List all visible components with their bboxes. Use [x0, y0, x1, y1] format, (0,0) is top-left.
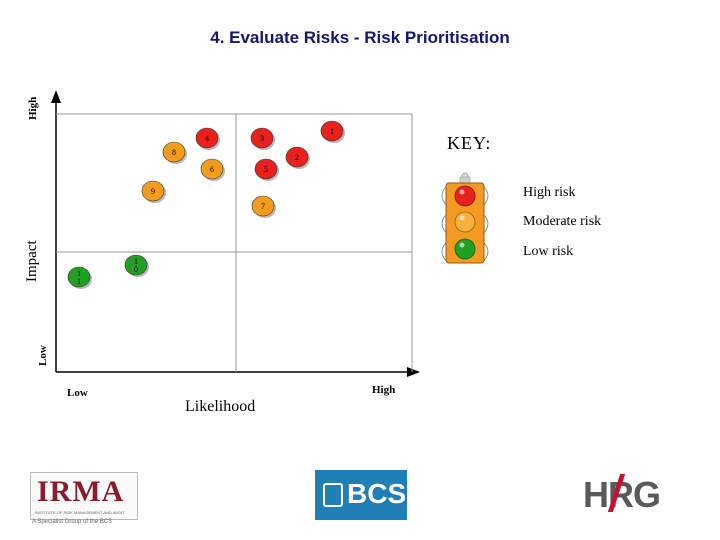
- bcs-mark-icon: [323, 483, 343, 507]
- risk-bubble-label: 8: [172, 148, 176, 157]
- risk-bubble-8: 8: [162, 141, 187, 164]
- x-axis-high-label: High: [372, 384, 396, 396]
- y-axis-title: Impact: [24, 240, 40, 282]
- risk-bubble-label: 2: [295, 153, 299, 162]
- risk-bubble-1: 1: [320, 120, 345, 143]
- bcs-logo: BCS: [315, 470, 407, 520]
- key-title: KEY:: [447, 133, 492, 153]
- irma-logo-subtitle: INSTITUTE OF RISK MANAGEMENT AND AUDIT: [35, 510, 125, 515]
- traffic-light-icon: [441, 172, 489, 264]
- risk-bubbles: 1 2 3 4 5 6 7 8 9 1 0 1 1: [67, 120, 345, 289]
- irma-tagline: A Specialist Group of the BCS: [32, 519, 113, 525]
- risk-bubble-6: 6: [200, 158, 225, 181]
- y-axis-high-label: High: [27, 96, 39, 120]
- x-axis-low-label: Low: [67, 387, 88, 399]
- x-axis-title: Likelihood: [185, 398, 256, 415]
- page-title: 4. Evaluate Risks - Risk Prioritisation: [210, 28, 510, 47]
- risk-bubble-label: 1: [330, 127, 334, 136]
- risk-bubble-9: 9: [141, 180, 166, 203]
- key-low-risk-label: Low risk: [523, 244, 574, 259]
- risk-bubble-4: 4: [195, 127, 220, 150]
- key-high-risk-label: High risk: [523, 185, 576, 200]
- risk-bubble-label: 4: [205, 134, 209, 143]
- risk-bubble-3: 3: [250, 127, 275, 150]
- bcs-logo-text: BCS: [347, 478, 407, 509]
- y-axis-low-label: Low: [37, 345, 49, 366]
- risk-bubble-label: 6: [210, 165, 214, 174]
- risk-bubble-label: 7: [261, 202, 265, 211]
- x-axis-arrow: [407, 367, 420, 377]
- y-axis-arrow: [51, 90, 61, 103]
- risk-bubble-label: 9: [151, 187, 155, 196]
- risk-bubble-2: 2: [285, 146, 310, 169]
- risk-bubble-5: 5: [254, 158, 279, 181]
- irma-logo-text: IRMA: [37, 475, 125, 508]
- irma-logo: IRMA INSTITUTE OF RISK MANAGEMENT AND AU…: [30, 472, 138, 520]
- key-moderate-risk-label: Moderate risk: [523, 214, 602, 229]
- risk-bubble-label: 5: [264, 165, 268, 174]
- risk-bubble-7: 7: [251, 195, 276, 218]
- risk-bubble-label: 3: [260, 134, 264, 143]
